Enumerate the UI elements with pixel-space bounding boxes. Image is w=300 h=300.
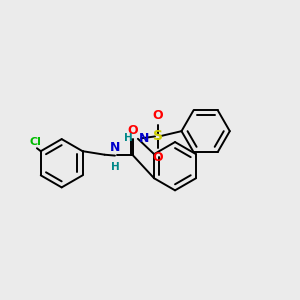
Text: H: H — [111, 162, 119, 172]
Text: H: H — [124, 133, 133, 143]
Text: O: O — [153, 109, 163, 122]
Text: Cl: Cl — [29, 137, 41, 147]
Text: O: O — [127, 124, 138, 137]
Text: N: N — [139, 132, 149, 145]
Text: N: N — [110, 141, 120, 154]
Text: O: O — [153, 151, 163, 164]
Text: S: S — [153, 130, 163, 143]
